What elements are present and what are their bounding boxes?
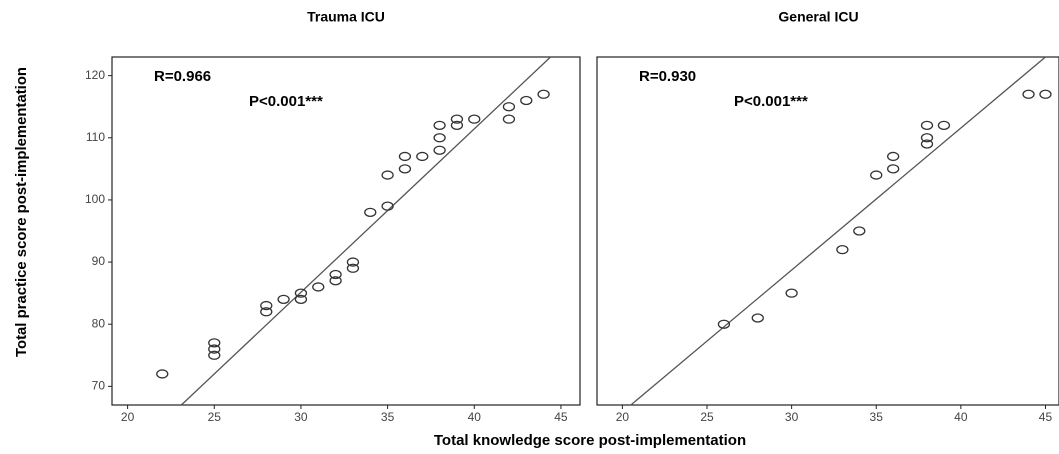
annotation: R=0.966 xyxy=(154,68,211,85)
point xyxy=(364,207,377,218)
y-tick-label: 70 xyxy=(92,379,106,393)
point xyxy=(346,263,360,273)
point xyxy=(294,294,308,305)
point xyxy=(260,307,273,317)
point xyxy=(537,89,550,99)
x-tick-label: 25 xyxy=(700,410,714,424)
annotation: P<0.001*** xyxy=(249,93,323,110)
x-tick-label: 40 xyxy=(954,410,968,424)
point xyxy=(853,226,866,236)
point xyxy=(208,344,221,354)
fit-line xyxy=(180,56,551,406)
point xyxy=(920,133,934,143)
point xyxy=(381,170,394,180)
y-tick-label: 100 xyxy=(85,192,105,206)
x-tick-label: 20 xyxy=(121,410,135,424)
x-tick-label: 25 xyxy=(208,410,222,424)
x-tick-label: 35 xyxy=(381,410,395,424)
x-tick-label: 45 xyxy=(554,410,568,424)
point xyxy=(887,151,900,162)
point xyxy=(398,164,412,174)
point xyxy=(433,145,446,155)
point xyxy=(346,257,360,267)
panel-title: Trauma ICU xyxy=(307,9,385,25)
point xyxy=(416,151,429,162)
point xyxy=(398,151,412,162)
point xyxy=(312,282,325,292)
plot-frame xyxy=(111,56,581,406)
point xyxy=(208,338,221,348)
x-tick-label: 30 xyxy=(785,410,799,424)
x-tick-label: 45 xyxy=(1039,410,1053,424)
y-tick-label: 90 xyxy=(92,254,106,268)
point xyxy=(836,244,849,255)
point xyxy=(502,102,516,112)
point xyxy=(785,288,798,298)
point xyxy=(381,201,394,211)
y-tick-label: 80 xyxy=(92,316,106,330)
point xyxy=(208,350,221,360)
point xyxy=(520,95,533,106)
point xyxy=(156,369,169,379)
x-tick-label: 20 xyxy=(616,410,630,424)
point xyxy=(294,288,308,298)
point xyxy=(937,120,951,131)
point xyxy=(468,114,481,124)
point xyxy=(870,170,883,180)
x-axis-label: Total knowledge score post-implementatio… xyxy=(434,432,746,449)
annotation: P<0.001*** xyxy=(734,93,808,110)
point xyxy=(502,114,516,124)
point xyxy=(751,313,764,323)
fit-line xyxy=(630,56,1046,406)
point xyxy=(1022,89,1035,99)
y-axis-label: Total practice score post-implementation xyxy=(13,67,30,357)
point xyxy=(1039,89,1052,99)
point xyxy=(717,319,731,329)
point xyxy=(433,133,446,143)
point xyxy=(329,269,342,280)
point xyxy=(329,276,342,286)
point xyxy=(277,294,290,305)
y-tick-label: 120 xyxy=(85,68,105,82)
point xyxy=(433,120,446,131)
x-tick-label: 40 xyxy=(468,410,482,424)
point xyxy=(887,164,900,174)
y-tick-label: 110 xyxy=(86,130,105,144)
panel-title: General ICU xyxy=(778,9,858,25)
point xyxy=(920,120,934,131)
annotation: R=0.930 xyxy=(639,68,696,85)
plot-frame xyxy=(596,56,1059,406)
point xyxy=(260,300,273,311)
point xyxy=(920,139,934,149)
point xyxy=(450,114,464,124)
x-tick-label: 30 xyxy=(294,410,308,424)
x-tick-label: 35 xyxy=(870,410,884,424)
point xyxy=(450,120,464,131)
